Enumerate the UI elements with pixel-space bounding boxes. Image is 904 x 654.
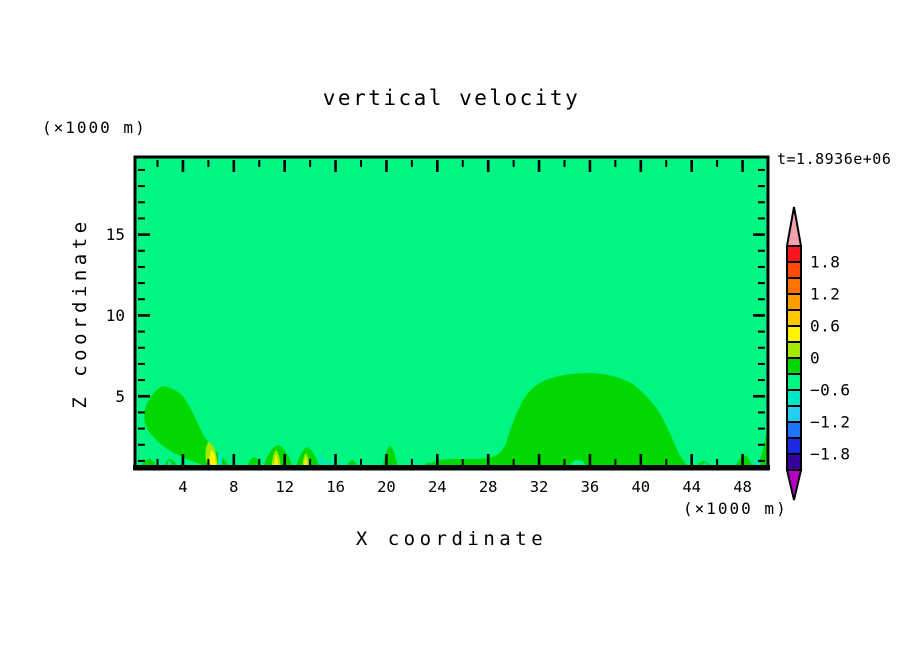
axis-ticks — [138, 160, 765, 466]
colorbar-segment — [786, 421, 802, 439]
x-tick-label: 32 — [530, 478, 549, 496]
colorbar-arrow-bottom — [785, 469, 803, 501]
colorbar-segment — [786, 341, 802, 359]
z-tick-label: 10 — [106, 306, 125, 325]
updraft-wedge-right — [732, 430, 768, 469]
colorbar-segment — [786, 389, 802, 407]
x-tick-label: 28 — [479, 478, 498, 496]
x-tick-label: 36 — [581, 478, 600, 496]
cell-core-yellow — [274, 455, 278, 467]
x-tick-label: 20 — [377, 478, 396, 496]
colorbar-arrow-top — [785, 206, 803, 247]
colorbar-segment — [786, 357, 802, 375]
x-axis-label: X coordinate — [355, 528, 548, 550]
x-tick-label: 16 — [326, 478, 345, 496]
cell-core-yellow — [304, 457, 307, 466]
x-tick-label: 24 — [428, 478, 447, 496]
colorbar: 1.8 1.2 0.6 0 −0.6 −1.2 −1.8 — [785, 206, 851, 501]
colorbar-label: 1.8 — [810, 253, 840, 272]
x-tick-label: 40 — [631, 478, 650, 496]
colorbar-label: 0 — [810, 349, 820, 368]
time-annotation: t=1.8936e+06 — [777, 150, 892, 168]
plume-core-yellow — [209, 450, 216, 468]
z-tick-label: 15 — [106, 225, 125, 244]
x-tick-label: 44 — [682, 478, 701, 496]
colorbar-segment — [786, 325, 802, 343]
colorbar-segment — [786, 373, 802, 391]
x-tick-label: 4 — [178, 478, 187, 496]
colorbar-segment — [786, 453, 802, 471]
plot-title: vertical velocity — [322, 86, 581, 110]
colorbar-segment — [786, 309, 802, 327]
z-axis-unit-label: (×1000 m) — [42, 118, 147, 137]
colorbar-label: 0.6 — [810, 317, 840, 336]
colorbar-segment — [786, 245, 802, 263]
colorbar-segment — [786, 405, 802, 423]
updraft-dome — [423, 373, 691, 469]
x-axis-unit-label: (×1000 m) — [683, 499, 788, 518]
colorbar-label: −1.2 — [810, 413, 851, 432]
field-background — [135, 157, 768, 469]
z-tick-label: 5 — [115, 387, 125, 406]
colorbar-segment — [786, 437, 802, 455]
colorbar-segment — [786, 293, 802, 311]
x-tick-label: 12 — [275, 478, 294, 496]
colorbar-label: −0.6 — [810, 381, 851, 400]
x-tick-label: 48 — [733, 478, 752, 496]
colorbar-label: −1.8 — [810, 445, 851, 464]
z-axis-label: Z coordinate — [69, 217, 91, 409]
x-tick-label: 8 — [229, 478, 238, 496]
colorbar-segment — [786, 277, 802, 295]
colorbar-label: 1.2 — [810, 285, 840, 304]
colorbar-segment — [786, 261, 802, 279]
